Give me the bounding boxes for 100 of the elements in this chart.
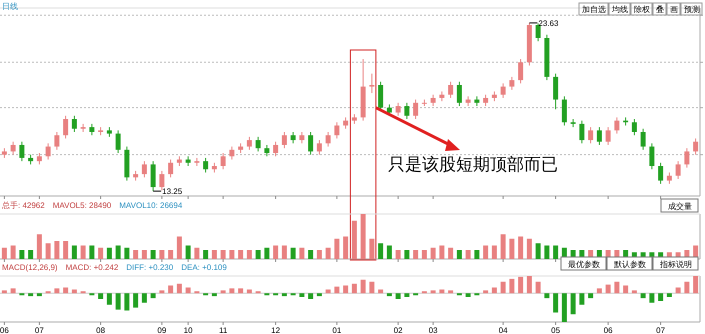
bar	[334, 238, 340, 259]
bar	[133, 293, 138, 308]
bar	[36, 234, 42, 259]
bar	[63, 288, 68, 294]
bar	[150, 250, 156, 259]
x-tick-label: 03	[428, 326, 438, 334]
bar	[299, 248, 304, 259]
bar	[536, 243, 541, 259]
bar	[526, 276, 532, 294]
bar	[186, 288, 191, 294]
bar	[536, 282, 541, 294]
bar	[176, 236, 182, 259]
bar	[360, 280, 366, 294]
bar	[19, 250, 24, 259]
x-tick-label: 06	[604, 326, 614, 334]
bar	[413, 250, 418, 259]
bar	[168, 250, 174, 259]
bar	[159, 290, 164, 294]
bar	[316, 250, 322, 259]
bar	[404, 293, 410, 297]
bar	[518, 276, 524, 294]
x-tick-label: 05	[551, 326, 561, 334]
bar	[649, 293, 654, 303]
bar	[326, 248, 331, 259]
bar	[238, 288, 244, 294]
x-tick-label: 11	[218, 326, 228, 334]
bar	[509, 238, 514, 259]
bar	[80, 246, 86, 259]
x-tick-label: 01	[332, 326, 342, 334]
bar	[106, 293, 112, 305]
bar	[693, 276, 698, 294]
bar	[203, 250, 208, 259]
bar	[150, 293, 156, 298]
bar	[54, 288, 60, 294]
bar	[483, 246, 488, 259]
text: 最优参数	[568, 260, 600, 269]
text: MACD(12,26,9)	[2, 263, 58, 272]
bar	[352, 220, 357, 259]
x-tick-label: 07	[656, 326, 666, 334]
bar	[606, 284, 611, 294]
bar	[623, 285, 628, 294]
bar	[194, 248, 200, 259]
bar	[264, 248, 270, 259]
bar	[220, 250, 226, 259]
bar	[614, 282, 620, 294]
bar	[10, 288, 16, 294]
bar	[168, 285, 174, 294]
bar	[63, 241, 68, 259]
bar	[116, 293, 121, 310]
bar	[159, 250, 164, 259]
bar	[570, 293, 576, 314]
x-tick-label: 07	[34, 326, 44, 334]
bar	[492, 246, 497, 259]
x-tick-label: 08	[96, 326, 106, 334]
bar	[632, 290, 637, 294]
bar	[588, 293, 594, 298]
bar	[526, 238, 532, 259]
bar	[229, 288, 234, 294]
bar	[212, 250, 217, 259]
bar	[238, 250, 244, 259]
bar	[308, 293, 314, 299]
bar	[220, 290, 226, 294]
bar	[2, 290, 7, 294]
bar	[308, 250, 314, 259]
text: MAVOL10: 26694	[119, 201, 183, 210]
bar	[500, 282, 506, 294]
bar	[396, 250, 401, 259]
bar	[46, 243, 51, 259]
bar	[273, 246, 278, 259]
bar	[456, 250, 462, 259]
bar	[378, 243, 384, 259]
bar	[246, 250, 252, 259]
x-tick-label: 12	[271, 326, 281, 334]
bar	[326, 290, 331, 294]
bar	[448, 248, 454, 259]
bar	[256, 250, 261, 259]
bar	[282, 246, 287, 259]
text: MAVOL5: 28490	[52, 201, 112, 210]
bar	[116, 246, 121, 259]
bar	[430, 290, 436, 294]
bar	[369, 282, 374, 294]
bar	[369, 238, 374, 259]
x-tick-label: 09	[157, 326, 167, 334]
bar	[378, 290, 384, 294]
x-tick-label: 10	[184, 326, 194, 334]
annotation: 加自选	[582, 5, 606, 14]
bar	[509, 278, 514, 294]
bar	[10, 246, 16, 259]
bar	[299, 293, 304, 297]
bar	[186, 246, 191, 259]
annotation: 除权	[634, 5, 650, 14]
bar	[343, 285, 348, 294]
bar	[176, 284, 182, 294]
bar	[544, 293, 550, 298]
bar	[98, 248, 104, 259]
text: DEA: +0.109	[181, 263, 228, 272]
bar	[640, 293, 646, 298]
annotation: 13.25	[162, 187, 183, 196]
bar	[72, 246, 77, 259]
bar	[246, 290, 252, 294]
